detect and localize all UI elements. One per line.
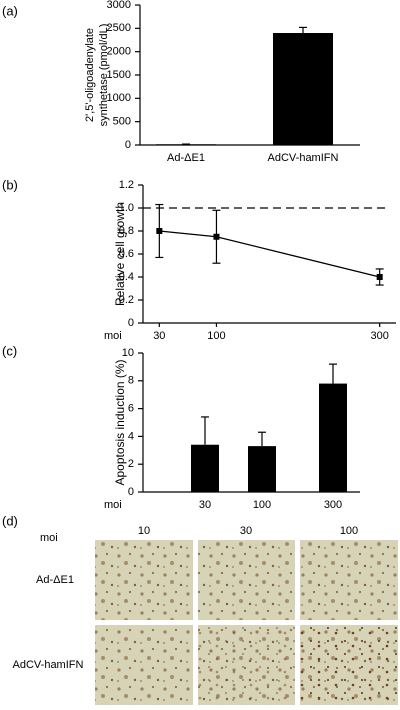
micrograph xyxy=(95,625,193,705)
bar xyxy=(319,383,347,492)
micrograph-stain xyxy=(198,625,295,705)
x-tick-label: 100 xyxy=(253,499,271,511)
column-label: 10 xyxy=(138,525,150,537)
micrograph-grid xyxy=(95,540,398,705)
y-axis-label: Relative cell growth xyxy=(113,202,127,306)
micrograph-stain xyxy=(300,625,398,705)
row-label: Ad-ΔE1 xyxy=(36,574,74,586)
point xyxy=(376,274,383,280)
x-tick-label: Ad-ΔE1 xyxy=(167,152,205,164)
y-tick-label: 1.2 xyxy=(119,179,134,191)
panel-label: (c) xyxy=(2,343,17,358)
y-tick-label: 6 xyxy=(128,403,134,415)
y-axis-label: synthetase (pmol/dL) xyxy=(98,24,110,127)
bar xyxy=(273,33,333,145)
micrograph xyxy=(198,540,295,620)
x-tick-label: 300 xyxy=(370,330,388,342)
y-tick-label: 10 xyxy=(122,347,134,359)
micrograph xyxy=(95,540,193,620)
y-tick-label: 0.8 xyxy=(119,225,134,237)
x-axis-label: moi xyxy=(104,499,122,511)
series-line xyxy=(159,230,380,278)
column-label: 100 xyxy=(340,525,358,537)
y-tick-label: 0 xyxy=(125,139,131,151)
point xyxy=(213,233,220,240)
moi-label: moi xyxy=(40,532,58,544)
y-tick-label: 3000 xyxy=(107,0,131,11)
point xyxy=(156,228,163,234)
y-tick-label: 4 xyxy=(128,430,134,442)
x-tick-label: 100 xyxy=(207,330,225,342)
y-axis-label: Apoptosis induction (%) xyxy=(113,359,127,485)
y-tick-label: 1.0 xyxy=(119,202,134,214)
panel-label: (a) xyxy=(2,3,18,18)
y-tick-label: 2500 xyxy=(107,22,131,34)
y-tick-label: 0 xyxy=(128,317,134,329)
y-tick-label: 1000 xyxy=(107,92,131,104)
y-tick-label: 2000 xyxy=(107,46,131,58)
y-tick-label: 0.6 xyxy=(119,248,134,260)
x-tick-label: 30 xyxy=(199,499,211,511)
y-axis-label: 2',5'-oligoadenylate xyxy=(84,28,96,122)
bar xyxy=(248,446,276,492)
micrograph xyxy=(300,540,398,620)
x-axis-label: moi xyxy=(104,330,122,342)
row-label: AdCV-hamIFN xyxy=(13,659,84,671)
y-tick-label: 2 xyxy=(128,458,134,470)
column-label: 30 xyxy=(240,525,252,537)
x-tick-label: 30 xyxy=(153,330,165,342)
y-tick-label: 500 xyxy=(113,116,131,128)
x-tick-label: AdCV-hamIFN xyxy=(268,152,339,164)
bar xyxy=(191,444,219,492)
y-tick-label: 8 xyxy=(128,375,134,387)
y-tick-label: 0.4 xyxy=(119,271,134,283)
panel-label: (b) xyxy=(2,177,18,192)
y-tick-label: 0 xyxy=(128,486,134,498)
x-tick-label: 300 xyxy=(324,499,342,511)
y-tick-label: 1500 xyxy=(107,69,131,81)
panel-label: (d) xyxy=(2,513,18,528)
y-tick-label: 0.2 xyxy=(119,294,134,306)
